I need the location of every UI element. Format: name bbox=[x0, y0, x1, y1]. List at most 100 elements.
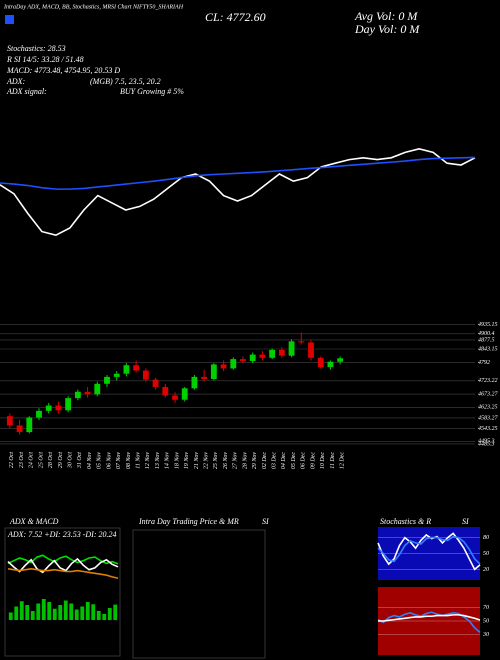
candle-body bbox=[181, 388, 188, 400]
candle-body bbox=[55, 405, 62, 411]
y-tick-label: 4792 bbox=[478, 359, 490, 366]
candle-body bbox=[327, 361, 334, 368]
x-tick-label: 06 Nov bbox=[106, 452, 112, 470]
x-tick-label: 08 Nov bbox=[126, 452, 132, 470]
candle-body bbox=[45, 405, 52, 411]
x-tick-label: 11 Nov bbox=[136, 452, 142, 469]
series-line bbox=[0, 156, 476, 190]
x-tick-label: 12 Dec bbox=[340, 452, 346, 469]
x-tick-label: 28 Nov bbox=[242, 452, 248, 470]
close-price: CL: 4772.60 bbox=[205, 10, 266, 24]
x-tick-label: 04 Dec bbox=[280, 452, 287, 469]
panel-title: Stochastics & R bbox=[380, 517, 431, 526]
candle-body bbox=[298, 341, 305, 343]
bar bbox=[91, 604, 96, 620]
bar bbox=[102, 614, 107, 620]
candle-body bbox=[104, 376, 110, 384]
x-tick-label: 14 Nov bbox=[164, 452, 171, 470]
bar bbox=[14, 606, 19, 620]
x-tick-label: 26 Nov bbox=[223, 452, 229, 470]
bar bbox=[74, 609, 79, 620]
candle-body bbox=[6, 416, 13, 426]
x-tick-label: 06 Dec bbox=[301, 452, 307, 469]
macd-text: MACD: 4773.48, 4754.95, 20.53 D bbox=[6, 66, 120, 75]
candle-body bbox=[210, 364, 217, 380]
bar bbox=[107, 608, 112, 620]
candle-body bbox=[94, 383, 101, 395]
panel-title: ADX & MACD bbox=[9, 517, 59, 526]
bar bbox=[96, 611, 101, 620]
bar bbox=[80, 606, 85, 620]
adx-signal-value: BUY Growing # 5% bbox=[120, 87, 184, 96]
x-tick-label: 29 Oct bbox=[58, 452, 64, 468]
y-tick-label: 4583.27 bbox=[478, 414, 499, 421]
x-tick-label: 25 Oct bbox=[38, 452, 44, 468]
x-tick-label: 10 Dec bbox=[320, 452, 326, 469]
bar bbox=[8, 612, 13, 620]
bar bbox=[63, 600, 68, 620]
x-tick-label: 29 Nov bbox=[252, 452, 258, 470]
bar bbox=[41, 599, 46, 620]
candle-body bbox=[278, 349, 285, 356]
x-tick-label: 27 Nov bbox=[233, 452, 239, 470]
panel-title: SI bbox=[262, 517, 269, 526]
x-tick-label: 22 Nov bbox=[204, 452, 210, 470]
x-tick-label: 13 Nov bbox=[155, 452, 161, 470]
x-tick-label: 11 Dec bbox=[330, 452, 336, 469]
x-tick-label: 30 Oct bbox=[68, 452, 74, 469]
panel-title: Intra Day Trading Price & MR bbox=[138, 517, 239, 526]
candle-body bbox=[123, 365, 130, 374]
candle-body bbox=[74, 391, 81, 399]
y-tick-label: 20 bbox=[483, 567, 489, 573]
candle-body bbox=[172, 395, 178, 400]
y-tick-label: 50 bbox=[483, 618, 489, 624]
y-tick-label: 4723.22 bbox=[478, 377, 498, 384]
candle-body bbox=[230, 359, 237, 369]
candle-body bbox=[269, 349, 276, 358]
bar bbox=[113, 604, 118, 620]
candle-body bbox=[240, 359, 246, 361]
y-tick-label: 4900.4 bbox=[478, 330, 495, 337]
y-tick-label: 50 bbox=[483, 551, 489, 557]
stoch-text: Stochastics: 28.53 bbox=[7, 44, 66, 53]
x-tick-label: 23 Oct bbox=[19, 452, 25, 468]
y-tick-label: 4495.3 bbox=[478, 438, 495, 445]
series-line bbox=[377, 611, 481, 633]
x-tick-label: 05 Nov bbox=[97, 452, 103, 470]
adx-text: ADX: bbox=[6, 77, 26, 86]
candle-body bbox=[288, 341, 295, 356]
x-tick-label: 24 Oct bbox=[28, 452, 35, 468]
candle-body bbox=[308, 342, 314, 358]
x-tick-label: 02 Dec bbox=[262, 452, 268, 469]
bar bbox=[58, 605, 63, 620]
series-line bbox=[0, 147, 476, 237]
day-vol: Day Vol: 0 M bbox=[354, 22, 420, 36]
chart-title: IntraDay ADX, MACD, BB, Stochastics, MRS… bbox=[3, 4, 184, 10]
candle-body bbox=[133, 365, 140, 371]
x-tick-label: 03 Dec bbox=[272, 452, 278, 469]
bar bbox=[36, 603, 41, 620]
panel-title: SI bbox=[462, 517, 469, 526]
bar bbox=[47, 602, 52, 620]
y-tick-label: 4543.25 bbox=[478, 425, 498, 432]
x-tick-label: 31 Oct bbox=[77, 452, 83, 469]
bar bbox=[30, 611, 35, 620]
rsi-text: R SI 14/5: 33.28 / 51.48 bbox=[6, 55, 84, 64]
avg-vol: Avg Vol: 0 M bbox=[354, 9, 418, 23]
x-tick-label: 12 Nov bbox=[145, 452, 151, 470]
candle-body bbox=[113, 373, 120, 377]
x-tick-label: 22 Oct bbox=[9, 452, 15, 468]
x-tick-label: 21 Nov bbox=[194, 452, 200, 470]
x-tick-label: 09 Dec bbox=[310, 452, 316, 469]
candle-body bbox=[317, 357, 324, 368]
x-tick-label: 05 Dec bbox=[291, 452, 297, 469]
x-tick-label: 25 Nov bbox=[213, 452, 219, 470]
x-tick-label: 19 Nov bbox=[184, 452, 190, 470]
series-line bbox=[377, 535, 481, 565]
candle-body bbox=[201, 376, 208, 380]
adx-panel-text: ADX: 7.52 +DI: 23.53 -DI: 20.24 bbox=[7, 530, 117, 539]
x-tick-label: 18 Nov bbox=[174, 452, 180, 470]
candle-body bbox=[249, 354, 256, 361]
y-tick-label: 30 bbox=[482, 632, 489, 638]
